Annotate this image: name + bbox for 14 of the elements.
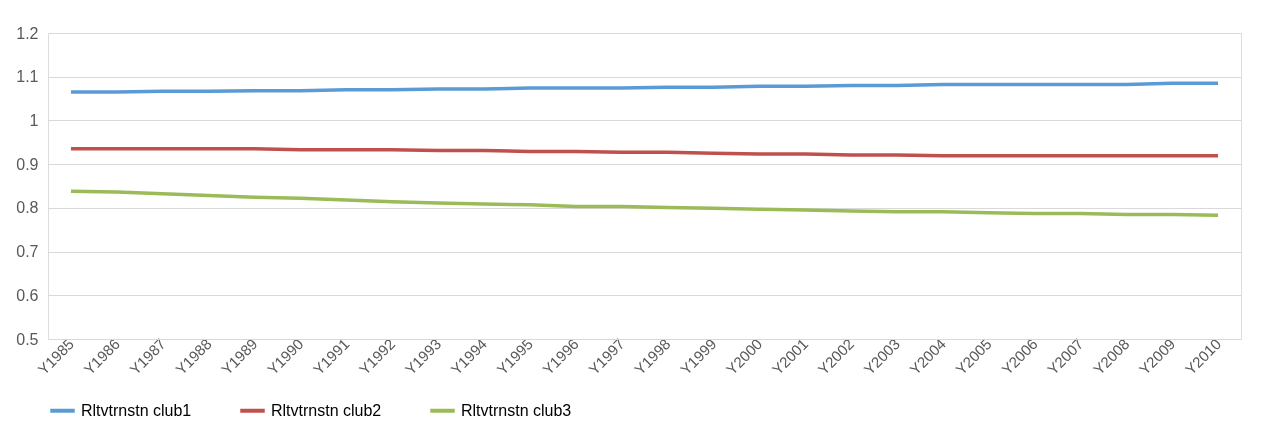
y-tick-label: 0.7 bbox=[16, 243, 39, 261]
y-tick-label: 0.9 bbox=[16, 155, 39, 173]
y-tick-label: 0.6 bbox=[16, 286, 39, 304]
legend-label: Rltvtrnstn club2 bbox=[271, 401, 382, 419]
y-tick-label: 0.5 bbox=[16, 330, 39, 348]
line-series bbox=[69, 81, 1220, 94]
y-tick-label: 1 bbox=[29, 111, 39, 129]
y-tick-label: 1.2 bbox=[16, 24, 39, 42]
y-tick-label: 1.1 bbox=[16, 68, 39, 86]
line-series bbox=[69, 189, 1220, 218]
legend-label: Rltvtrnstn club1 bbox=[81, 401, 192, 419]
legend-label: Rltvtrnstn club3 bbox=[461, 401, 572, 419]
y-tick-label: 0.8 bbox=[16, 199, 39, 217]
line-series bbox=[69, 147, 1220, 158]
